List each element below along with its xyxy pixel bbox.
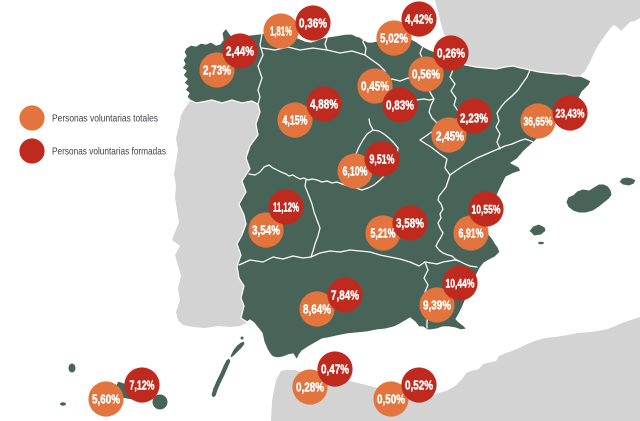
svg-text:0,52%: 0,52% bbox=[405, 378, 433, 393]
svg-text:2,44%: 2,44% bbox=[226, 44, 254, 59]
svg-text:0,28%: 0,28% bbox=[296, 380, 324, 395]
svg-text:0,47%: 0,47% bbox=[321, 362, 349, 377]
svg-text:0,36%: 0,36% bbox=[299, 16, 327, 31]
svg-text:0,56%: 0,56% bbox=[412, 67, 440, 82]
svg-text:9,39%: 9,39% bbox=[423, 298, 451, 313]
svg-text:1,81%: 1,81% bbox=[270, 24, 292, 39]
svg-text:0,50%: 0,50% bbox=[377, 392, 405, 407]
svg-text:Personas voluntarias formadas: Personas voluntarias formadas bbox=[52, 147, 166, 158]
svg-text:0,83%: 0,83% bbox=[386, 98, 414, 113]
svg-text:7,84%: 7,84% bbox=[331, 288, 359, 303]
svg-text:36,65%: 36,65% bbox=[524, 114, 553, 128]
svg-text:2,23%: 2,23% bbox=[460, 111, 488, 126]
svg-text:3,58%: 3,58% bbox=[396, 216, 424, 231]
svg-text:Personas voluntarias totales: Personas voluntarias totales bbox=[52, 114, 158, 125]
svg-text:0,45%: 0,45% bbox=[361, 79, 389, 94]
svg-text:10,55%: 10,55% bbox=[472, 202, 501, 216]
svg-text:11,12%: 11,12% bbox=[273, 200, 299, 215]
svg-text:2,45%: 2,45% bbox=[436, 129, 464, 144]
svg-text:3,54%: 3,54% bbox=[252, 223, 280, 238]
svg-text:5,21%: 5,21% bbox=[371, 226, 396, 241]
svg-text:9,51%: 9,51% bbox=[370, 152, 395, 167]
svg-text:4,15%: 4,15% bbox=[283, 113, 308, 128]
svg-text:4,88%: 4,88% bbox=[310, 97, 338, 112]
svg-text:6,91%: 6,91% bbox=[459, 226, 484, 241]
svg-text:4,42%: 4,42% bbox=[405, 12, 433, 27]
svg-text:8,64%: 8,64% bbox=[303, 302, 331, 317]
svg-text:7,12%: 7,12% bbox=[130, 378, 155, 393]
svg-text:10,44%: 10,44% bbox=[446, 276, 475, 290]
svg-text:5,60%: 5,60% bbox=[92, 392, 120, 407]
svg-text:0,26%: 0,26% bbox=[437, 46, 465, 61]
svg-text:5,02%: 5,02% bbox=[380, 31, 408, 46]
svg-text:2,73%: 2,73% bbox=[203, 63, 231, 78]
svg-text:6,10%: 6,10% bbox=[343, 164, 368, 179]
svg-text:23,43%: 23,43% bbox=[556, 106, 585, 120]
